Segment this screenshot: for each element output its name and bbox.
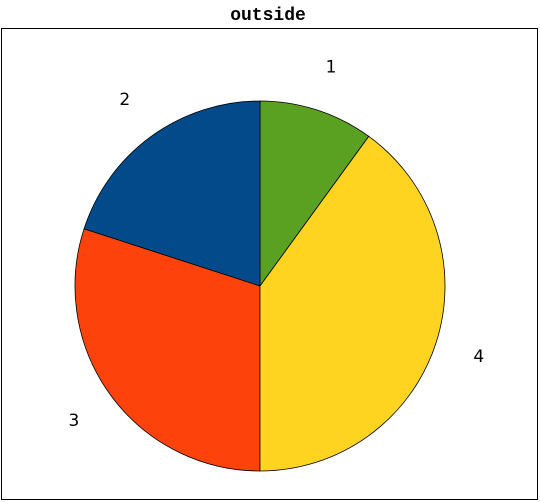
pie-slice [74, 228, 261, 472]
pie-slice [259, 135, 446, 472]
slice-label: 2 [119, 90, 130, 110]
chart-title: outside [230, 6, 306, 26]
slice-label: 1 [326, 57, 337, 77]
pie-slice [83, 100, 261, 287]
pie-slice [259, 100, 370, 288]
slice-label: 3 [69, 411, 80, 431]
slice-label: 4 [473, 347, 484, 367]
